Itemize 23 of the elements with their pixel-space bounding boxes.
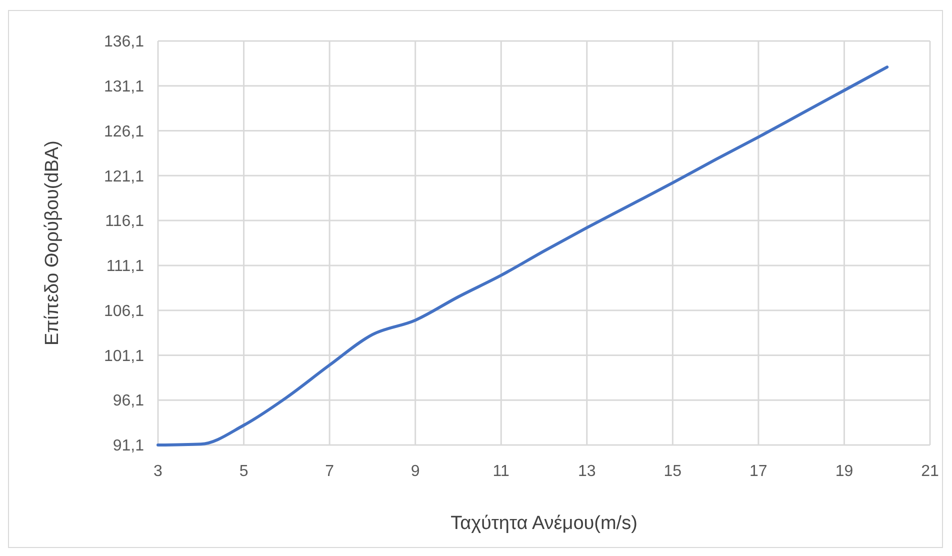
y-tick-label: 96,1 [112, 392, 144, 410]
x-tick-label: 17 [750, 463, 768, 480]
y-tick-label: 116,1 [105, 213, 144, 230]
x-tick-label: 11 [492, 463, 510, 480]
y-tick-label: 91,1 [112, 438, 144, 455]
y-tick-label: 136,1 [104, 34, 144, 51]
x-tick-label: 15 [664, 463, 682, 480]
x-tick-label: 3 [154, 463, 163, 480]
y-tick-label: 126,1 [104, 123, 144, 140]
y-tick-label: 101,1 [104, 348, 144, 365]
x-tick-label: 9 [410, 463, 420, 480]
y-tick-label: 106,1 [104, 302, 144, 320]
x-tick-label: 21 [921, 463, 939, 480]
y-axis-title: Επίπεδο Θορύβου(dBA) [42, 140, 63, 346]
x-axis-title: Ταχύτητα Ανέμου(m/s) [450, 513, 638, 534]
y-tick-label: 121,1 [104, 168, 144, 186]
x-tick-label: 5 [239, 463, 248, 480]
y-tick-label: 131,1 [104, 78, 144, 96]
x-tick-label: 7 [325, 463, 334, 480]
x-tick-label: 13 [578, 463, 596, 480]
x-tick-label: 19 [835, 463, 854, 480]
y-tick-label: 111,1 [106, 258, 144, 276]
line-series [156, 66, 889, 446]
